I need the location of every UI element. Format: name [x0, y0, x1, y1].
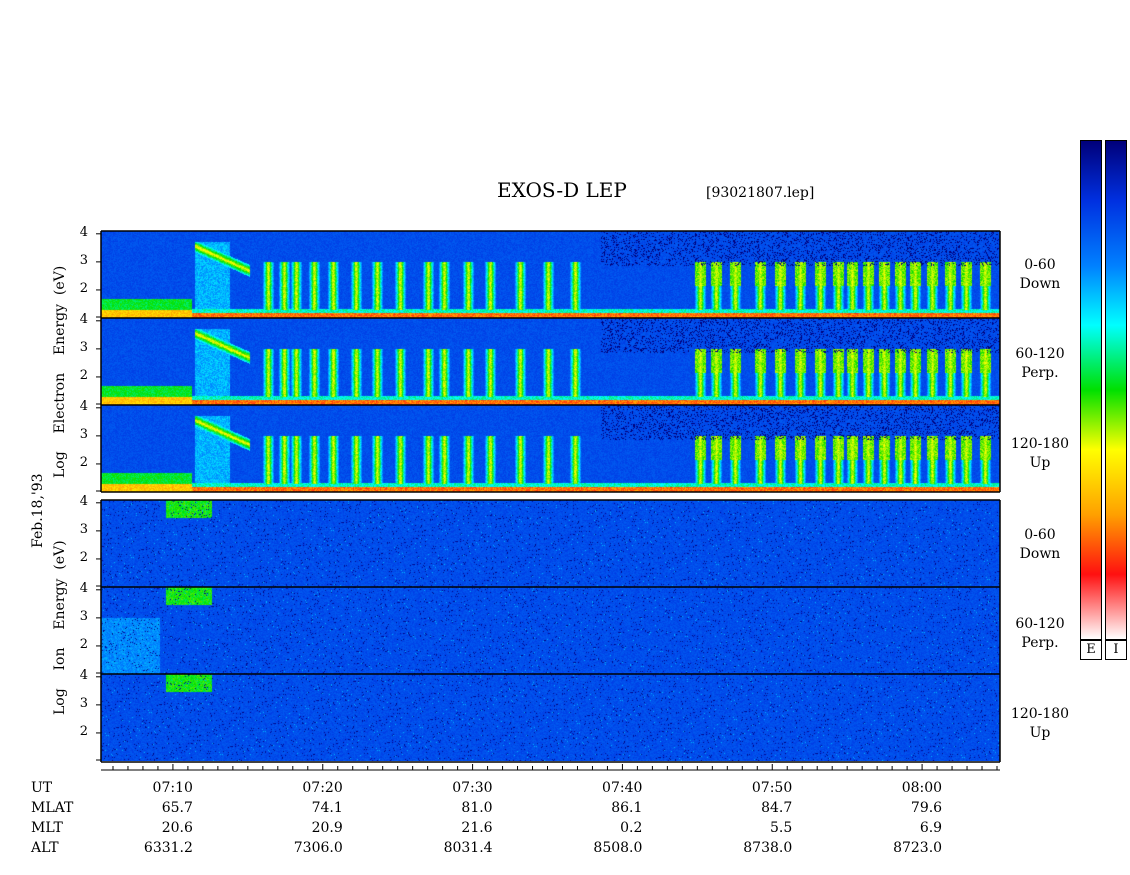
- ephemeris-mlat-value: 79.6: [910, 800, 943, 816]
- y-tick-label: 3: [79, 521, 88, 537]
- y-tick-label: 3: [79, 339, 88, 355]
- pitch-label-ion-down: 0-60 Down: [1019, 527, 1061, 562]
- ephemeris-alt-value: 6331.2: [143, 840, 193, 856]
- ion-axis-word-unit: (eV): [52, 540, 68, 570]
- ephemeris-alt-value: 8723.0: [893, 840, 943, 856]
- ephemeris-mlat-value: 65.7: [161, 800, 193, 816]
- electron-axis-label: Log Electron Energy (eV): [52, 266, 68, 478]
- spectrogram-panel: [101, 500, 1000, 587]
- y-tick-label: 2: [79, 549, 88, 565]
- colorbar-electron: [1080, 140, 1102, 640]
- ephemeris-alt-value: 8031.4: [443, 840, 493, 856]
- ion-axis-word-energy: Energy: [52, 578, 68, 630]
- ephemeris-mlt-value: 0.2: [620, 820, 643, 836]
- electron-axis-word-unit: (eV): [52, 265, 68, 296]
- ephemeris-mlat-value: 86.1: [611, 800, 643, 816]
- pitch-label-electron-perp: 60-120 Perp.: [1015, 346, 1065, 381]
- ephemeris-ut-value: 08:00: [901, 780, 943, 796]
- row-label-mlt: MLT: [31, 820, 63, 836]
- y-tick-label: 4: [79, 493, 88, 509]
- ephemeris-ut-value: 07:10: [152, 780, 193, 796]
- y-tick-label: 3: [79, 608, 88, 624]
- row-label-ut: UT: [31, 780, 53, 796]
- spectrogram-panel: [101, 318, 1000, 405]
- ephemeris-mlat-value: 84.7: [761, 800, 793, 816]
- ephemeris-ut-value: 07:50: [751, 780, 793, 796]
- pitch-label-ion-up: 120-180 Up: [1010, 706, 1070, 741]
- y-tick-label: 3: [79, 695, 88, 711]
- row-label-mlat: MLAT: [31, 800, 74, 816]
- electron-axis-word-log: Log: [52, 451, 68, 478]
- y-tick-label: 2: [79, 636, 88, 652]
- ephemeris-mlat-value: 74.1: [311, 800, 343, 816]
- ephemeris-mlat-value: 81.0: [461, 800, 493, 816]
- ephemeris-alt-value: 8738.0: [743, 840, 793, 856]
- electron-axis-word-energy: Energy: [52, 304, 68, 356]
- y-tick-label: 4: [79, 311, 88, 327]
- y-tick-label: 3: [79, 252, 88, 268]
- ion-axis-word-log: Log: [52, 688, 68, 715]
- y-tick-label: 3: [79, 426, 88, 442]
- ephemeris-ut-value: 07:40: [602, 780, 643, 796]
- y-tick-label: 2: [79, 454, 88, 470]
- ephemeris-mlt-value: 5.5: [769, 820, 793, 836]
- y-tick-label: 2: [79, 723, 88, 739]
- y-tick-label: 4: [79, 667, 88, 683]
- ephemeris-mlt-value: 21.6: [461, 820, 493, 836]
- ephemeris-mlt-value: 20.6: [161, 820, 193, 836]
- colorbar-label-ion: I: [1105, 640, 1127, 660]
- colorbar-ion: [1105, 140, 1127, 640]
- y-tick-label: 4: [79, 580, 88, 596]
- chart-title: EXOS-D LEP: [497, 178, 627, 202]
- spectrogram-panel: [101, 231, 1000, 318]
- spectrogram-panel: [101, 587, 1000, 674]
- spectrogram-panel: [101, 674, 1000, 761]
- y-tick-label: 2: [79, 280, 88, 296]
- pitch-label-electron-up: 120-180 Up: [1010, 436, 1070, 471]
- ephemeris-ut-value: 07:30: [452, 780, 493, 796]
- pitch-label-ion-perp: 60-120 Perp.: [1015, 616, 1065, 651]
- ephemeris-alt-value: 8508.0: [593, 840, 643, 856]
- electron-axis-word-species: Electron: [52, 372, 68, 434]
- file-name: [93021807.lep]: [706, 185, 815, 201]
- row-label-alt: ALT: [31, 840, 59, 856]
- ephemeris-alt-value: 7306.0: [293, 840, 343, 856]
- y-tick-label: 2: [79, 367, 88, 383]
- spectrogram-panel: [101, 405, 1000, 492]
- y-tick-label: 4: [79, 398, 88, 414]
- ephemeris-mlt-value: 20.9: [311, 820, 343, 836]
- ephemeris-ut-value: 07:20: [302, 780, 343, 796]
- pitch-label-electron-down: 0-60 Down: [1019, 257, 1061, 292]
- date-label: Feb.18,'93: [30, 473, 46, 548]
- ephemeris-mlt-value: 6.9: [919, 820, 943, 836]
- ion-axis-label: Log Ion Energy (eV): [52, 540, 68, 715]
- ion-axis-word-species: Ion: [52, 647, 68, 671]
- colorbar-label-electron: E: [1080, 640, 1102, 660]
- y-tick-label: 4: [79, 224, 88, 240]
